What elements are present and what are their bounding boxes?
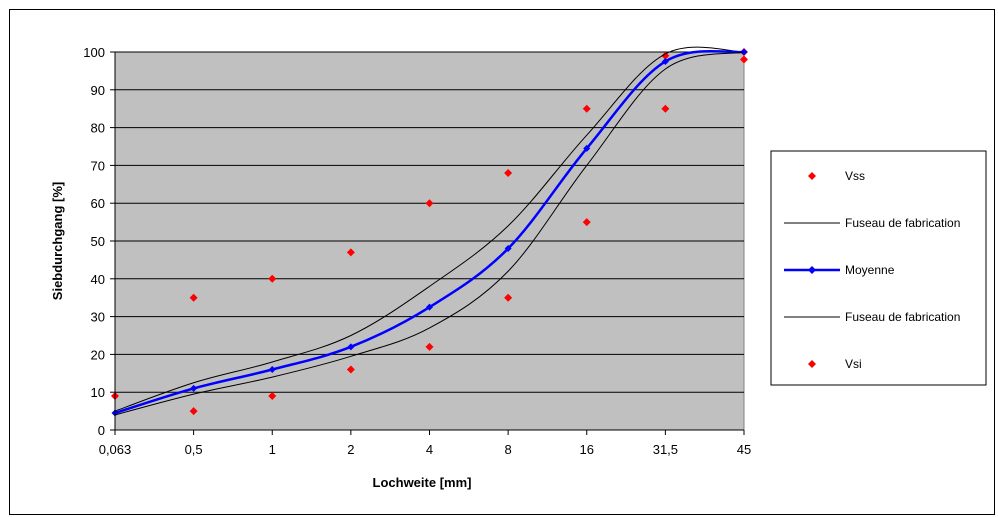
data-point xyxy=(425,342,434,351)
data-point xyxy=(347,343,355,351)
series-4 xyxy=(189,55,748,416)
data-point xyxy=(582,104,591,113)
data-point xyxy=(346,365,355,374)
legend-item: Vss xyxy=(808,169,865,183)
y-tick-label: 50 xyxy=(91,234,105,249)
data-point xyxy=(504,293,513,302)
data-point xyxy=(268,274,277,283)
x-axis-ticks: 0,063 0,5 1 2 4 8 16 31,5 45 xyxy=(99,430,751,457)
series-line xyxy=(114,46,745,412)
legend-label: Moyenne xyxy=(845,263,895,277)
data-point xyxy=(661,51,670,60)
data-point xyxy=(346,248,355,257)
series-line xyxy=(114,49,745,415)
data-point xyxy=(190,384,198,392)
y-tick-label: 100 xyxy=(83,45,105,60)
data-point xyxy=(425,199,434,208)
x-tick-label: 16 xyxy=(580,442,594,457)
x-tick-label: 4 xyxy=(426,442,433,457)
data-point xyxy=(661,57,669,65)
series-3 xyxy=(114,51,745,416)
x-tick-label: 2 xyxy=(347,442,354,457)
series-line xyxy=(114,51,745,416)
y-tick-label: 90 xyxy=(91,83,105,98)
legend-label: Fuseau de fabrication xyxy=(845,216,960,230)
x-tick-label: 0,5 xyxy=(185,442,203,457)
legend-label: Fuseau de fabrication xyxy=(845,310,960,324)
legend-item: Fuseau de fabrication xyxy=(784,310,960,324)
x-tick-label: 0,063 xyxy=(99,442,132,457)
y-axis-ticks: 0 10 20 30 40 50 60 70 80 90 100 xyxy=(83,45,115,438)
data-point xyxy=(189,407,198,416)
series-layer xyxy=(111,46,748,417)
x-tick-label: 8 xyxy=(505,442,512,457)
series-2 xyxy=(111,48,748,417)
y-tick-label: 30 xyxy=(91,310,105,325)
legend-marker xyxy=(808,172,816,180)
y-tick-label: 0 xyxy=(98,423,105,438)
legend-marker xyxy=(808,266,816,274)
series-1 xyxy=(114,46,745,412)
y-tick-label: 80 xyxy=(91,121,105,136)
legend-item: Fuseau de fabrication xyxy=(784,216,960,230)
y-tick-label: 40 xyxy=(91,272,105,287)
legend-label: Vsi xyxy=(845,357,862,371)
series-0 xyxy=(111,48,748,400)
data-point xyxy=(504,245,512,253)
legend-item: Moyenne xyxy=(784,263,895,277)
data-point xyxy=(268,366,276,374)
legend-marker xyxy=(808,360,816,368)
x-axis-title: Lochweite [mm] xyxy=(373,475,472,490)
data-point xyxy=(582,218,591,227)
y-tick-label: 60 xyxy=(91,196,105,211)
x-tick-label: 1 xyxy=(269,442,276,457)
chart-area-border xyxy=(9,9,995,515)
data-point xyxy=(189,293,198,302)
data-point xyxy=(583,144,591,152)
legend: Vss Fuseau de fabrication Moyenne Fuseau de… xyxy=(784,169,960,371)
data-point xyxy=(504,168,513,177)
y-tick-label: 70 xyxy=(91,158,105,173)
x-tick-label: 45 xyxy=(737,442,751,457)
y-tick-label: 20 xyxy=(91,347,105,362)
data-point xyxy=(661,104,670,113)
data-point xyxy=(426,303,433,311)
legend-box xyxy=(770,150,987,386)
legend-item: Vsi xyxy=(808,357,862,371)
x-tick-label: 31,5 xyxy=(653,442,678,457)
y-tick-label: 10 xyxy=(91,385,105,400)
data-point xyxy=(740,55,748,64)
legend-label: Vss xyxy=(845,169,865,183)
y-axis-title: Siebdurchgang [%] xyxy=(50,182,65,300)
data-point xyxy=(268,391,277,400)
